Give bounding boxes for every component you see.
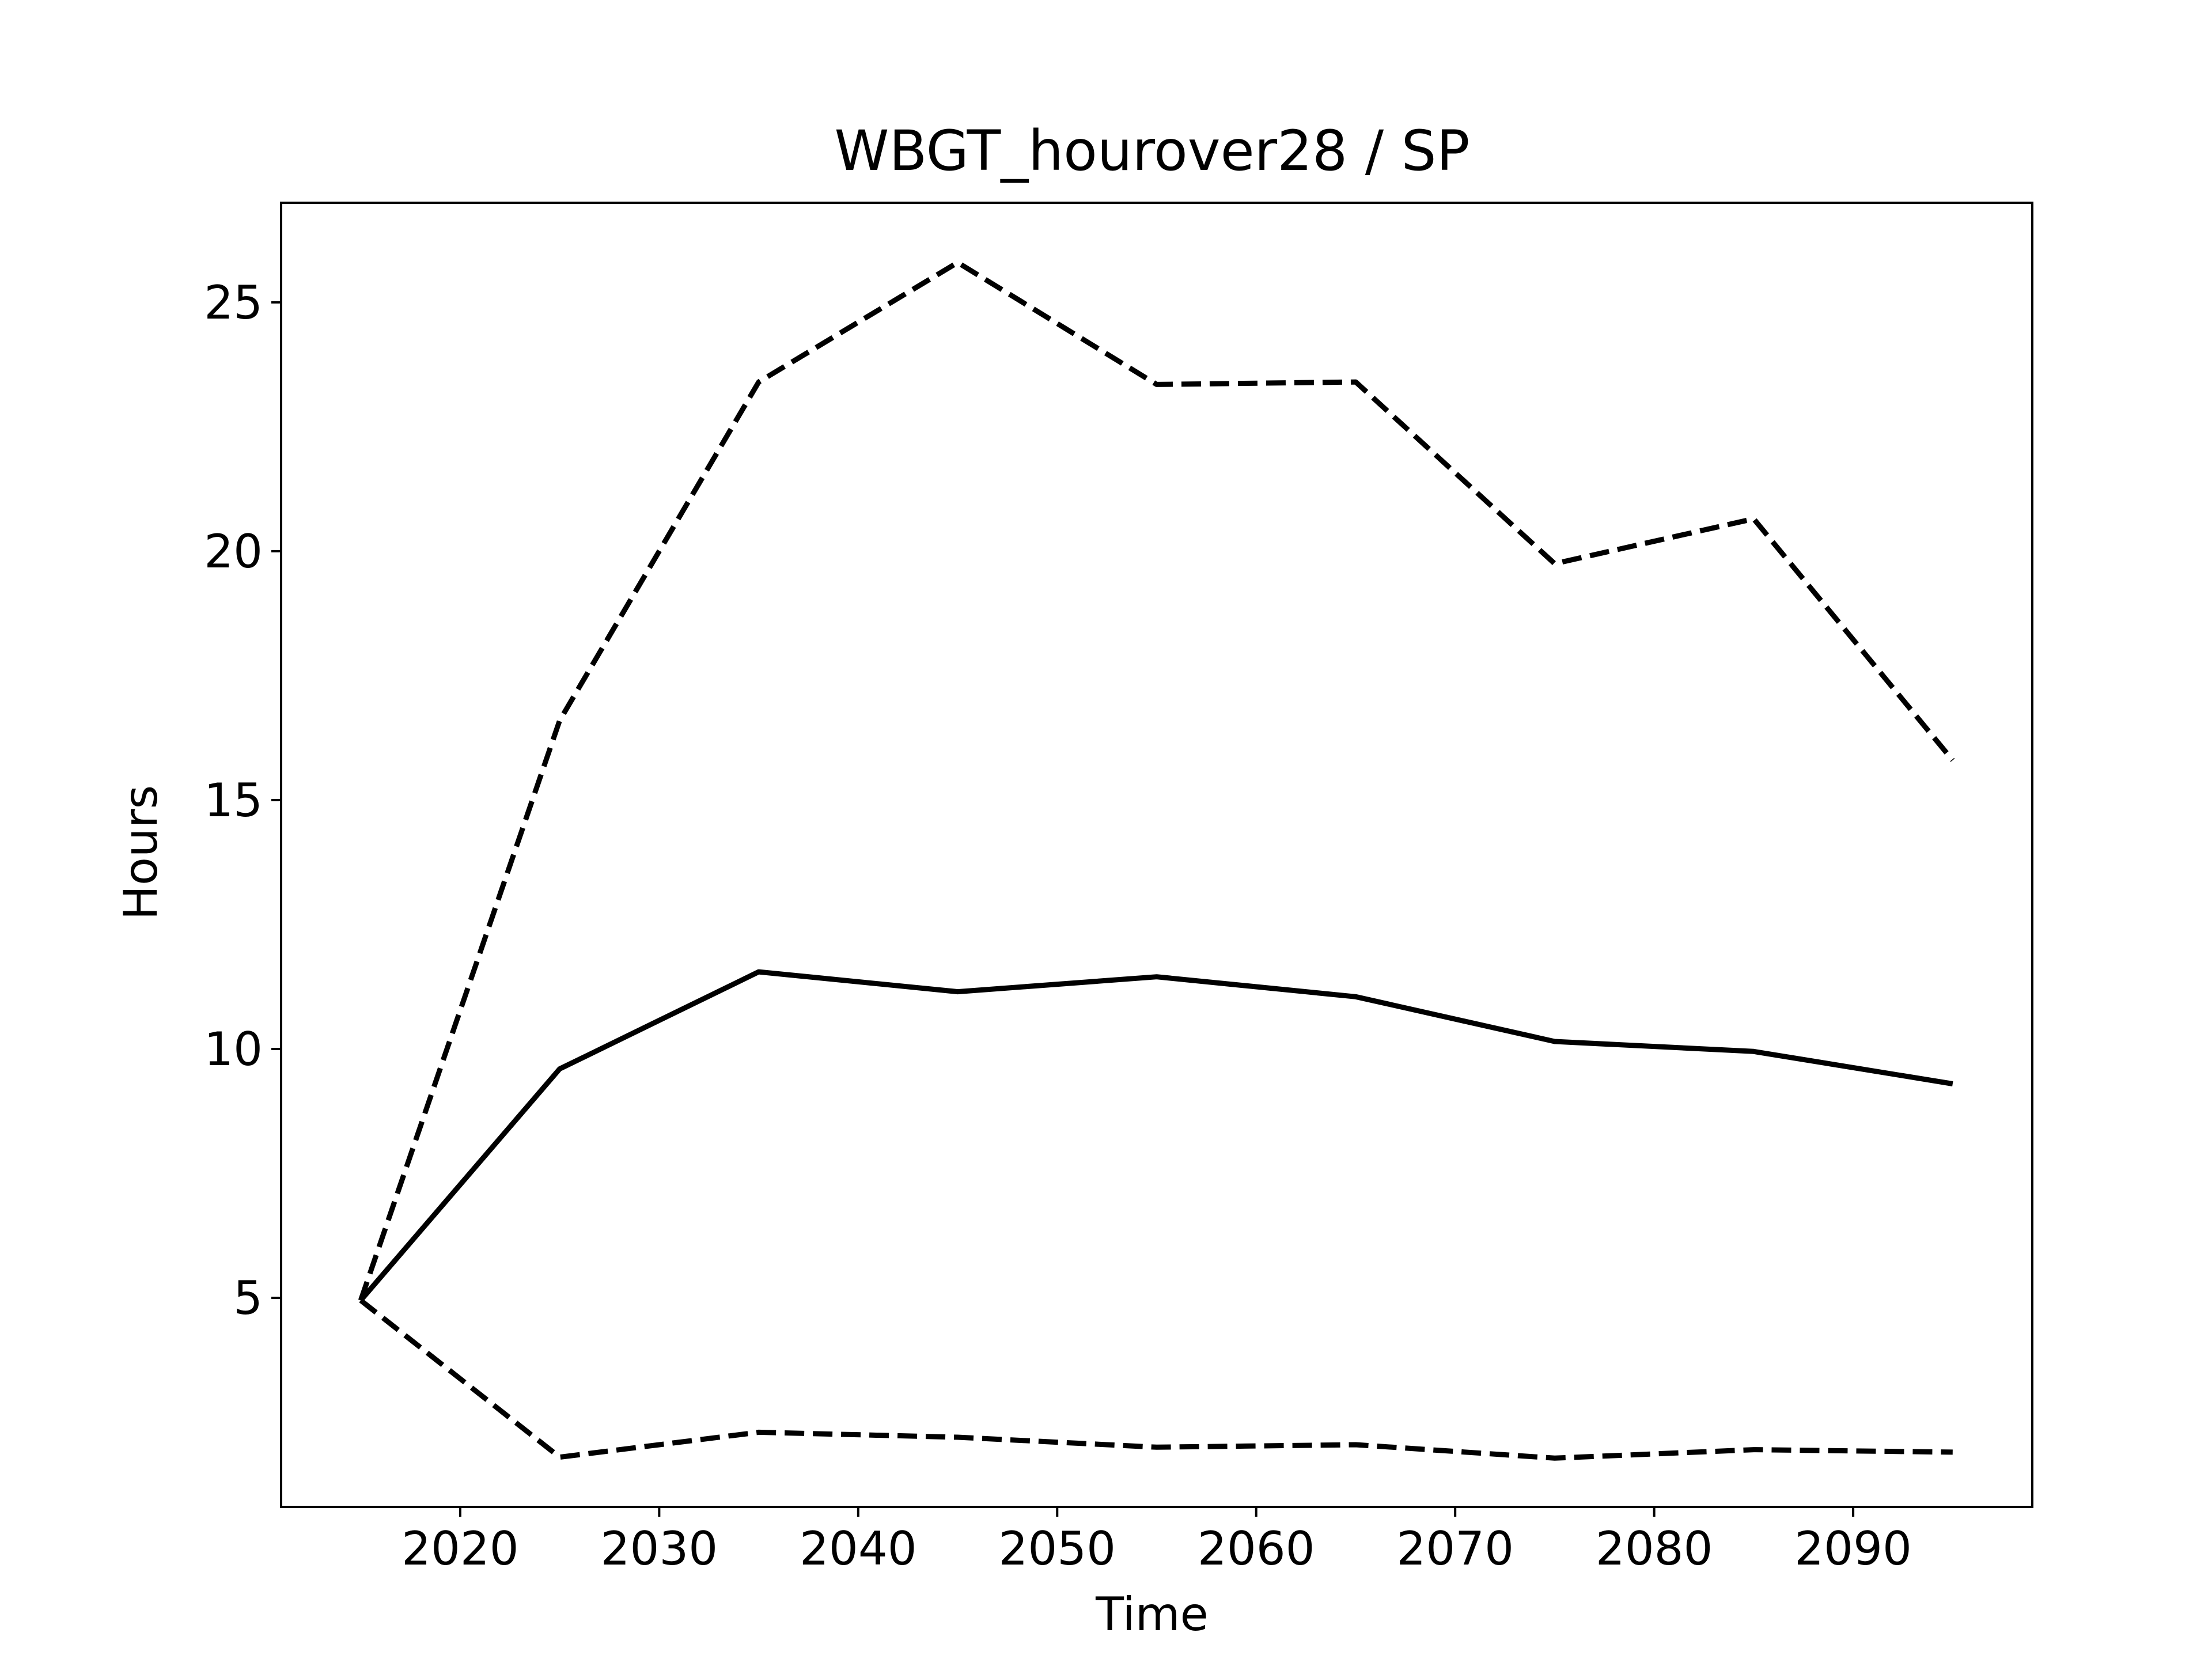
axes-frame — [280, 202, 2033, 1508]
y-tick-label-10: 10 — [204, 1022, 263, 1076]
y-axis-label: Hours — [114, 785, 168, 920]
x-tick-label-2030: 2030 — [601, 1522, 718, 1575]
x-tick-label-2070: 2070 — [1396, 1522, 1514, 1575]
x-axis-label: Time — [1095, 1588, 1209, 1641]
series-line-2 — [358, 260, 1955, 1301]
x-tick-label-2060: 2060 — [1198, 1522, 1315, 1575]
x-tick-label-2040: 2040 — [800, 1522, 917, 1575]
chart-title: WBGT_hourover28 / SP — [835, 119, 1470, 183]
y-tick-label-20: 20 — [204, 525, 263, 578]
y-tick-label-5: 5 — [233, 1271, 263, 1325]
plot-area: 2020 2030 2040 2050 2060 2070 2080 2090 5 10 15 20 2… — [204, 202, 2033, 1575]
y-tick-label-15: 15 — [204, 774, 263, 827]
x-tick-label-2050: 2050 — [998, 1522, 1116, 1575]
series-line-1 — [358, 969, 1953, 1302]
x-tick-label-2020: 2020 — [402, 1522, 519, 1575]
series-line-3 — [359, 1298, 1953, 1461]
x-tick-label-2080: 2080 — [1596, 1522, 1713, 1575]
x-tick-label-2090: 2090 — [1794, 1522, 1912, 1575]
y-tick-label-25: 25 — [204, 276, 263, 329]
